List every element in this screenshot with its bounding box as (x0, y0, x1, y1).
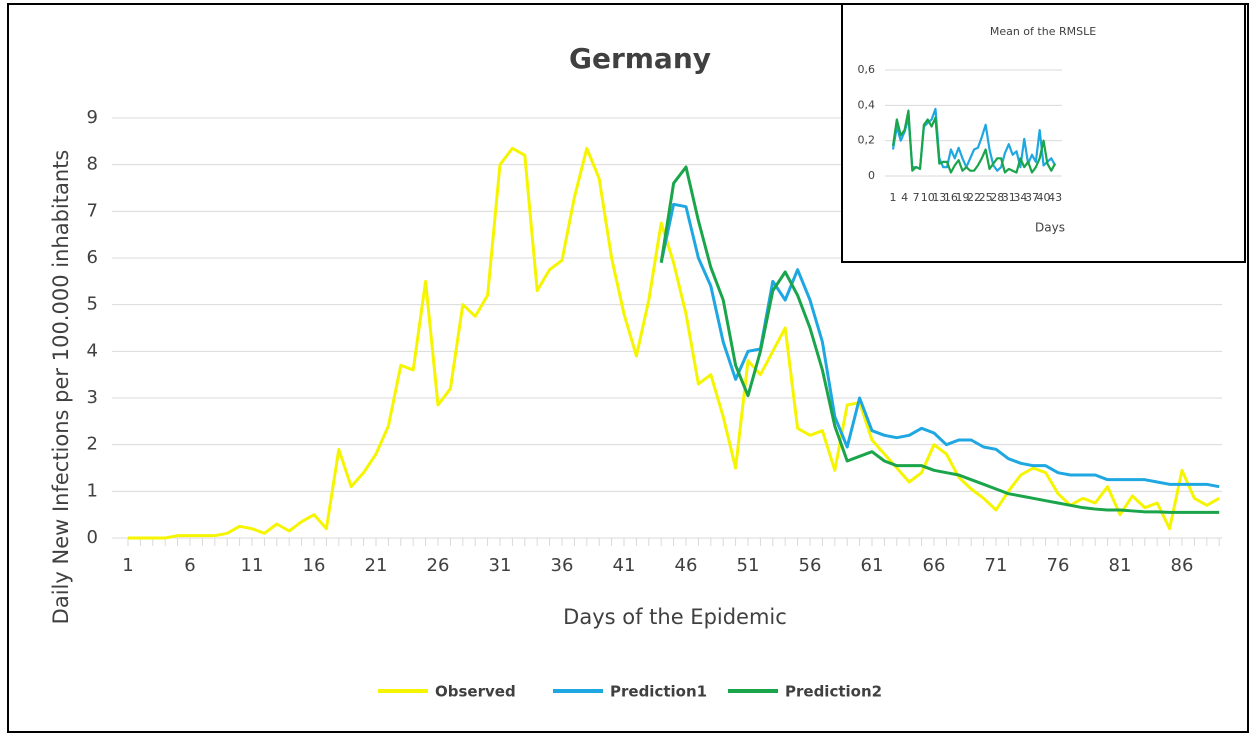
series-line (659, 165, 1220, 514)
inset-x-label: Days (1035, 221, 1065, 235)
y-tick-label: 0,6 (858, 63, 876, 76)
y-axis-label: Daily New Infections per 100.000 inhabit… (49, 150, 73, 625)
x-tick-label: 76 (1047, 555, 1070, 576)
x-tick-label: 61 (861, 555, 884, 576)
x-tick-label: 41 (613, 555, 636, 576)
x-tick-label: 66 (923, 555, 946, 576)
y-tick-label: 0 (868, 169, 875, 182)
chart-title: Germany (569, 42, 711, 75)
x-tick-label: 37 (1025, 191, 1039, 204)
x-tick-label: 43 (1048, 191, 1062, 204)
series-line (128, 146, 1220, 540)
x-tick-label: 40 (1037, 191, 1051, 204)
series-line (659, 202, 1220, 489)
x-tick-label: 28 (990, 191, 1004, 204)
y-tick-label: 3 (87, 387, 98, 408)
frame (7, 3, 1249, 733)
x-tick-label: 7 (913, 191, 920, 204)
x-tick-label: 36 (551, 555, 574, 576)
y-tick-label: 6 (87, 247, 98, 268)
x-tick-label: 26 (427, 555, 450, 576)
x-tick-label: 11 (241, 555, 264, 576)
inset-title: Mean of the RMSLE (990, 25, 1096, 38)
x-tick-label: 1 (122, 555, 133, 576)
x-tick-label: 16 (303, 555, 326, 576)
y-tick-label: 1 (87, 480, 98, 501)
y-tick-label: 0 (87, 527, 98, 548)
series-line (891, 109, 1057, 174)
x-tick-label: 19 (955, 191, 969, 204)
y-tick-label: 9 (87, 107, 98, 128)
y-tick-label: 8 (87, 154, 98, 175)
y-tick-label: 4 (87, 340, 98, 361)
y-tick-label: 5 (87, 294, 98, 315)
x-tick-label: 81 (1109, 555, 1132, 576)
x-tick-label: 25 (979, 191, 993, 204)
x-tick-label: 22 (967, 191, 981, 204)
legend-label: Prediction2 (785, 683, 882, 701)
y-tick-label: 0,2 (858, 134, 876, 147)
x-tick-label: 46 (675, 555, 698, 576)
x-tick-label: 1 (890, 191, 897, 204)
x-tick-label: 56 (799, 555, 822, 576)
y-tick-label: 7 (87, 200, 98, 221)
legend-label: Observed (435, 683, 516, 701)
x-tick-label: 34 (1013, 191, 1027, 204)
x-tick-label: 4 (901, 191, 908, 204)
x-axis-label: Days of the Epidemic (563, 605, 787, 629)
x-tick-label: 51 (737, 555, 760, 576)
x-tick-label: 86 (1171, 555, 1194, 576)
legend-label: Prediction1 (610, 683, 707, 701)
x-tick-label: 31 (1002, 191, 1016, 204)
x-tick-label: 21 (365, 555, 388, 576)
x-tick-label: 10 (921, 191, 935, 204)
y-tick-label: 2 (87, 434, 98, 455)
x-tick-label: 16 (944, 191, 958, 204)
x-tick-label: 13 (932, 191, 946, 204)
x-tick-label: 31 (489, 555, 512, 576)
y-tick-label: 0,4 (858, 98, 876, 111)
x-tick-label: 6 (184, 555, 195, 576)
x-tick-label: 71 (985, 555, 1008, 576)
